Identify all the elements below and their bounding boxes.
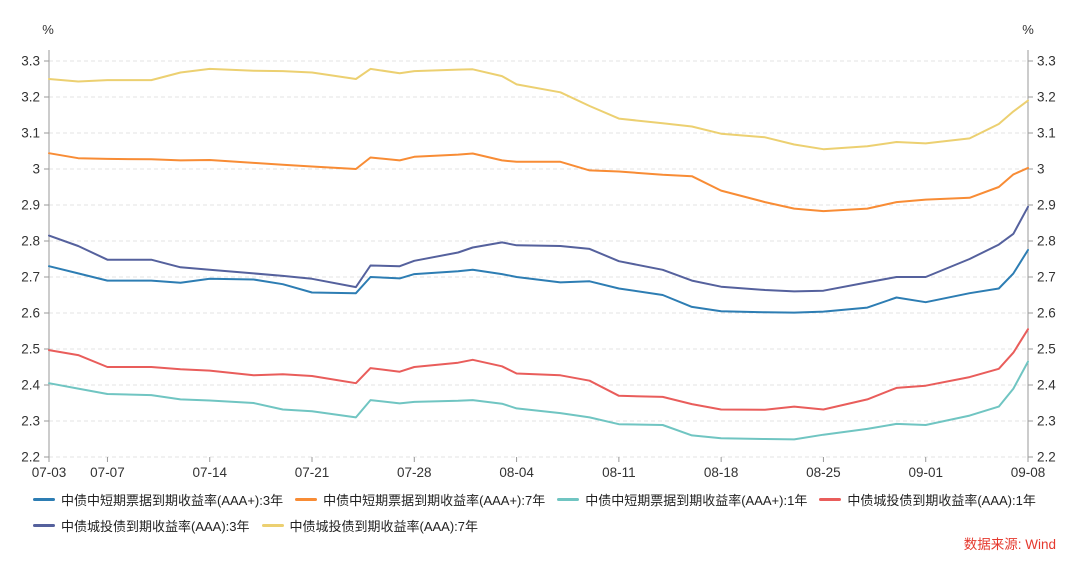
y-axis-label-left: 2.3: [21, 414, 40, 429]
legend-line-swatch: [261, 524, 284, 527]
x-axis-label: 09-01: [908, 465, 943, 480]
legend-line-swatch: [33, 498, 55, 501]
legend-label: 中债中短期票据到期收益率(AAA+):1年: [585, 493, 808, 508]
legend-label: 中债城投债到期收益率(AAA):3年: [61, 519, 250, 534]
x-axis-label: 07-28: [397, 465, 432, 480]
y-axis-label-left: 3.3: [21, 54, 40, 69]
legend-item[interactable]: 中债城投债到期收益率(AAA):1年: [819, 490, 1036, 509]
legend-line-swatch: [557, 498, 580, 501]
y-axis-label-left: 2.9: [21, 198, 40, 213]
legend-row: 中债城投债到期收益率(AAA):3年 中债城投债到期收益率(AAA):7年: [33, 516, 1063, 535]
x-axis-label: 08-25: [806, 465, 841, 480]
legend-label: 中债城投债到期收益率(AAA):7年: [289, 519, 479, 534]
x-axis-label: 08-04: [499, 465, 534, 480]
series-line-2: [48, 360, 1029, 441]
y-axis-label-right: 3.3: [1037, 54, 1056, 69]
data-source-note: 数据来源: Wind: [963, 537, 1056, 552]
y-axis-label-left: 3: [32, 162, 40, 177]
y-axis-label-left: 2.4: [21, 378, 40, 393]
y-axis-label-right: 2.7: [1037, 270, 1056, 285]
y-axis-label-left: 2.7: [21, 270, 40, 285]
y-axis-label-right: 2.4: [1037, 378, 1056, 393]
legend-item[interactable]: 中债城投债到期收益率(AAA):7年: [261, 516, 479, 535]
legend-item[interactable]: 中债中短期票据到期收益率(AAA+):3年: [33, 490, 283, 509]
y-axis-label-left: 3.1: [21, 126, 40, 141]
legend-label: 中债中短期票据到期收益率(AAA+):7年: [323, 493, 546, 508]
legend-row: 中债中短期票据到期收益率(AAA+):3年 中债中短期票据到期收益率(AAA+):…: [33, 490, 1063, 509]
legend-line-swatch: [295, 498, 318, 501]
x-axis-label: 09-08: [1011, 465, 1046, 480]
yield-line-chart: 3.3 3.3 3.2 3.2 3.1 3.1 3 3 2.9 2.9 2.8 2.8 2.7 2.7 2.…: [21, 50, 1056, 480]
series-line-0: [48, 249, 1029, 314]
legend-line-swatch: [819, 498, 842, 501]
y-axis-label-right: 2.8: [1037, 234, 1056, 249]
legend-label: 中债中短期票据到期收益率(AAA+):3年: [61, 493, 284, 508]
y-axis-label-left: 2.5: [21, 342, 40, 357]
x-axis-label: 07-07: [90, 465, 125, 480]
x-axis-label: 08-18: [704, 465, 739, 480]
y-axis-label-left: 2.6: [21, 306, 40, 321]
legend-item[interactable]: 中债中短期票据到期收益率(AAA+):1年: [557, 490, 807, 509]
x-axis-label: 07-21: [295, 465, 330, 480]
legend-item[interactable]: 中债中短期票据到期收益率(AAA+):7年: [295, 490, 545, 509]
x-axis-label: 08-11: [602, 465, 636, 480]
series-line-3: [48, 328, 1029, 411]
x-axis-label: 07-14: [192, 465, 227, 480]
y-axis-label-right: 2.5: [1037, 342, 1056, 357]
legend-line-swatch: [33, 524, 55, 527]
y-axis-label-left: 2.8: [21, 234, 40, 249]
y-axis-label-right: 2.2: [1037, 450, 1056, 465]
series-line-1: [48, 152, 1029, 213]
y-axis-unit-left: %: [42, 22, 54, 37]
y-axis-label-left: 2.2: [21, 450, 40, 465]
series-line-4: [48, 205, 1029, 293]
y-axis-label-right: 3.1: [1037, 126, 1056, 141]
legend-label: 中债城投债到期收益率(AAA):1年: [847, 493, 1036, 508]
y-axis-label-right: 3: [1037, 162, 1045, 177]
legend-item[interactable]: 中债城投债到期收益率(AAA):3年: [33, 516, 250, 535]
y-axis-label-right: 2.9: [1037, 198, 1056, 213]
y-axis-label-left: 3.2: [21, 90, 40, 105]
series-line-5: [48, 67, 1029, 151]
chart-legend: 中债中短期票据到期收益率(AAA+):3年 中债中短期票据到期收益率(AAA+):…: [33, 490, 1063, 542]
y-axis-label-right: 2.3: [1037, 414, 1056, 429]
y-axis-unit-right: %: [1022, 22, 1034, 37]
y-axis-label-right: 2.6: [1037, 306, 1056, 321]
y-axis-label-right: 3.2: [1037, 90, 1056, 105]
x-axis-label: 07-03: [32, 465, 67, 480]
